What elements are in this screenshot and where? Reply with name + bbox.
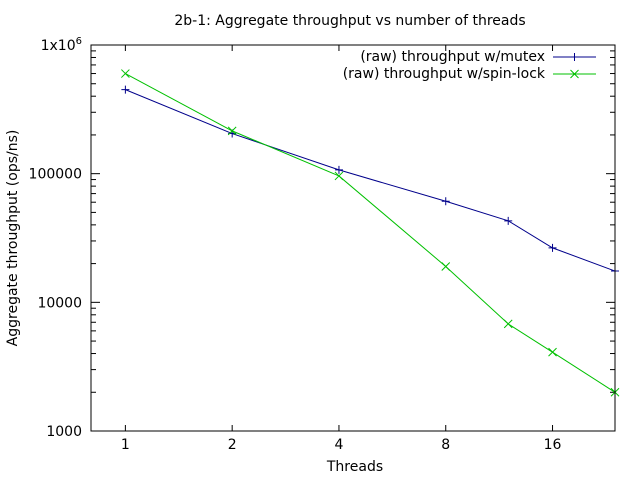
legend: (raw) throughput w/mutex (raw) throughpu… [343,49,596,82]
x-tick-label: 4 [334,437,343,453]
data-point-1 [121,69,130,78]
y-tick-label: 1000 [46,424,82,440]
x-tick-label: 2 [228,437,237,453]
legend-label-spin-lock: (raw) throughput w/spin-lock [343,66,546,82]
data-point-1 [503,319,513,329]
data-point-0 [121,85,130,94]
legend-marker-0 [570,53,579,61]
data-point-0 [548,243,557,252]
chart-title: 2b-1: Aggregate throughput vs number of … [174,13,525,29]
y-tick-label: 10000 [37,295,82,311]
series-line-1 [125,73,616,393]
x-tick-label: 1 [121,437,130,453]
data-point-1 [441,262,451,271]
data-point-1 [334,171,344,181]
plot-area-border [90,44,616,432]
data-point-1 [227,126,237,136]
data-point-0 [334,165,343,174]
data-point-0 [441,197,450,206]
legend-label-mutex: (raw) throughput w/mutex [360,49,545,65]
series-line-0 [125,89,616,272]
y-tick-label: 1x106 [41,36,82,54]
data-point-1 [548,347,557,357]
x-axis-label: Threads [326,459,383,475]
series-layer [121,69,620,397]
x-tick-label: 8 [441,437,450,453]
legend-marker-1 [570,69,579,79]
y-tick-label: 100000 [29,167,82,183]
data-point-0 [504,216,513,225]
y-axis-label: Aggregate throughput (ops/ns) [5,130,21,347]
x-tick-label: 16 [544,437,562,453]
tick-layer: 1 2 4 8 16 1000 10000 100000 1x106 [29,36,615,453]
